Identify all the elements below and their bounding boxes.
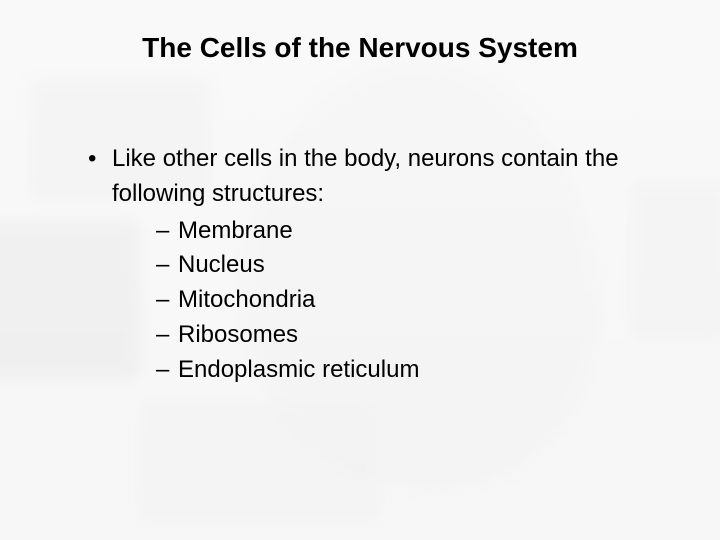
sub-item-label: Nucleus bbox=[178, 251, 265, 278]
sub-item: Ribosomes bbox=[156, 318, 660, 353]
sub-item-label: Mitochondria bbox=[178, 286, 315, 313]
slide-body: Like other cells in the body, neurons co… bbox=[60, 142, 660, 388]
bullet-item: Like other cells in the body, neurons co… bbox=[88, 142, 660, 388]
sub-item-label: Endoplasmic reticulum bbox=[178, 356, 419, 383]
sub-item: Mitochondria bbox=[156, 283, 660, 318]
slide-title: The Cells of the Nervous System bbox=[60, 32, 660, 64]
sub-item: Endoplasmic reticulum bbox=[156, 353, 660, 388]
sub-list: Membrane Nucleus Mitochondria Ribosomes … bbox=[112, 214, 660, 388]
sub-item: Membrane bbox=[156, 214, 660, 249]
slide: The Cells of the Nervous System Like oth… bbox=[0, 0, 720, 540]
sub-item: Nucleus bbox=[156, 248, 660, 283]
bullet-text: Like other cells in the body, neurons co… bbox=[112, 145, 619, 207]
sub-item-label: Ribosomes bbox=[178, 321, 298, 348]
sub-item-label: Membrane bbox=[178, 217, 293, 244]
